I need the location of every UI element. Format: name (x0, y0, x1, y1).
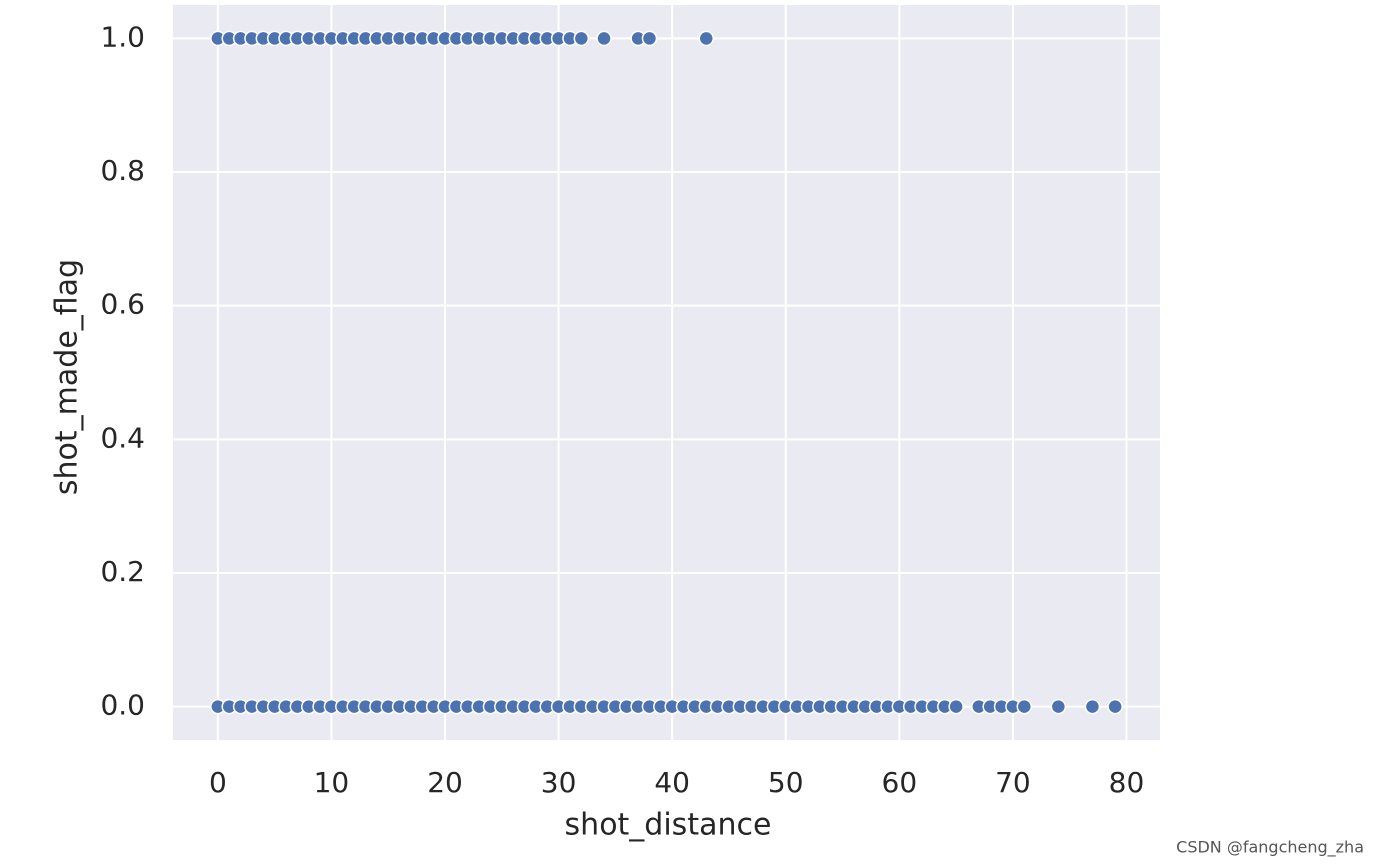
x-tick-label: 40 (654, 766, 690, 799)
x-tick-label: 0 (209, 766, 227, 799)
x-tick-label: 30 (541, 766, 577, 799)
plot-area (173, 5, 1160, 740)
point (596, 30, 612, 47)
watermark: CSDN @fangcheng_zha (1176, 838, 1364, 858)
point (948, 698, 964, 715)
point (641, 30, 658, 47)
y-tick-label: 0.8 (100, 154, 145, 187)
x-tick-label: 70 (995, 766, 1031, 799)
y-tick-label: 1.0 (100, 20, 145, 53)
point (1084, 698, 1101, 715)
point (573, 30, 590, 47)
x-tick-label: 60 (882, 766, 918, 799)
point (698, 30, 715, 47)
point (1050, 698, 1067, 715)
x-tick-label: 20 (427, 766, 463, 799)
y-tick-label: 0.2 (100, 555, 145, 588)
x-tick-label: 80 (1109, 766, 1145, 799)
x-tick-label: 10 (314, 766, 350, 799)
x-tick-label: 50 (768, 766, 804, 799)
x-axis-label: shot_distance (565, 808, 772, 843)
y-tick-label: 0.0 (100, 689, 145, 722)
y-axis-label: shot_made_flag (50, 259, 85, 495)
y-tick-label: 0.6 (100, 288, 145, 321)
point (1016, 698, 1033, 715)
point (1107, 698, 1123, 715)
y-tick-label: 0.4 (100, 421, 145, 454)
